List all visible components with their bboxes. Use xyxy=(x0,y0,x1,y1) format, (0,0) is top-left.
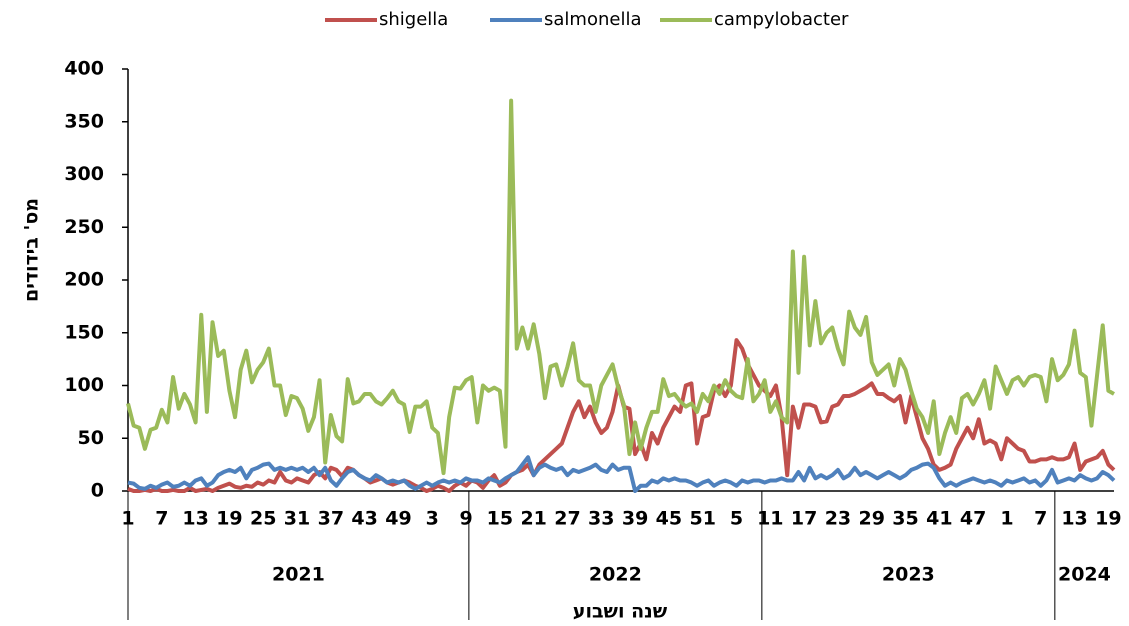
y-tick-label: 50 xyxy=(78,427,104,449)
x-tick-label: 13 xyxy=(182,508,208,530)
series-line xyxy=(126,98,1115,476)
group-label: 2023 xyxy=(882,564,935,586)
x-tick-label: 43 xyxy=(351,508,377,530)
x-tick-label: 23 xyxy=(825,508,851,530)
x-tick-label: 7 xyxy=(155,508,168,530)
x-tick-label: 11 xyxy=(757,508,783,530)
x-tick-label: 19 xyxy=(1095,508,1121,530)
y-tick-label: 250 xyxy=(64,216,104,238)
y-tick-label: 200 xyxy=(64,269,104,291)
x-tick-label: 49 xyxy=(385,508,411,530)
x-tick-label: 13 xyxy=(1061,508,1087,530)
y-tick-label: 350 xyxy=(64,110,104,132)
x-tick-label: 47 xyxy=(960,508,986,530)
x-tick-label: 45 xyxy=(656,508,682,530)
x-tick-label: 41 xyxy=(926,508,952,530)
x-tick-label: 27 xyxy=(554,508,580,530)
y-tick-label: 300 xyxy=(64,163,104,185)
y-axis-label: מס' בידודים xyxy=(21,198,43,302)
x-tick-label: 15 xyxy=(487,508,513,530)
x-tick-label: 29 xyxy=(858,508,884,530)
x-tick-label: 39 xyxy=(622,508,648,530)
x-tick-label: 9 xyxy=(459,508,472,530)
group-label: 2022 xyxy=(589,564,642,586)
x-tick-label: 31 xyxy=(284,508,310,530)
x-tick-label: 33 xyxy=(588,508,614,530)
legend-label: campylobacter xyxy=(714,9,849,30)
x-tick-label: 19 xyxy=(216,508,242,530)
y-tick-label: 100 xyxy=(64,374,104,396)
x-axis-label: שנה ושבוע xyxy=(573,601,668,623)
y-tick-label: 400 xyxy=(64,58,104,80)
x-tick-label: 25 xyxy=(250,508,276,530)
legend-label: shigella xyxy=(379,9,448,30)
x-tick-label: 3 xyxy=(426,508,439,530)
x-tick-label: 1 xyxy=(1000,508,1013,530)
x-tick-label: 5 xyxy=(730,508,743,530)
x-tick-label: 17 xyxy=(791,508,817,530)
series-line xyxy=(127,455,1116,493)
legend-label: salmonella xyxy=(544,9,641,30)
group-label: 2021 xyxy=(272,564,325,586)
x-tick-label: 51 xyxy=(689,508,715,530)
x-tick-label: 7 xyxy=(1034,508,1047,530)
group-label: 2024 xyxy=(1058,564,1111,586)
x-tick-label: 37 xyxy=(318,508,344,530)
y-tick-label: 150 xyxy=(64,321,104,343)
y-tick-label: 0 xyxy=(91,480,104,502)
x-tick-label: 21 xyxy=(520,508,546,530)
x-tick-label: 35 xyxy=(892,508,918,530)
